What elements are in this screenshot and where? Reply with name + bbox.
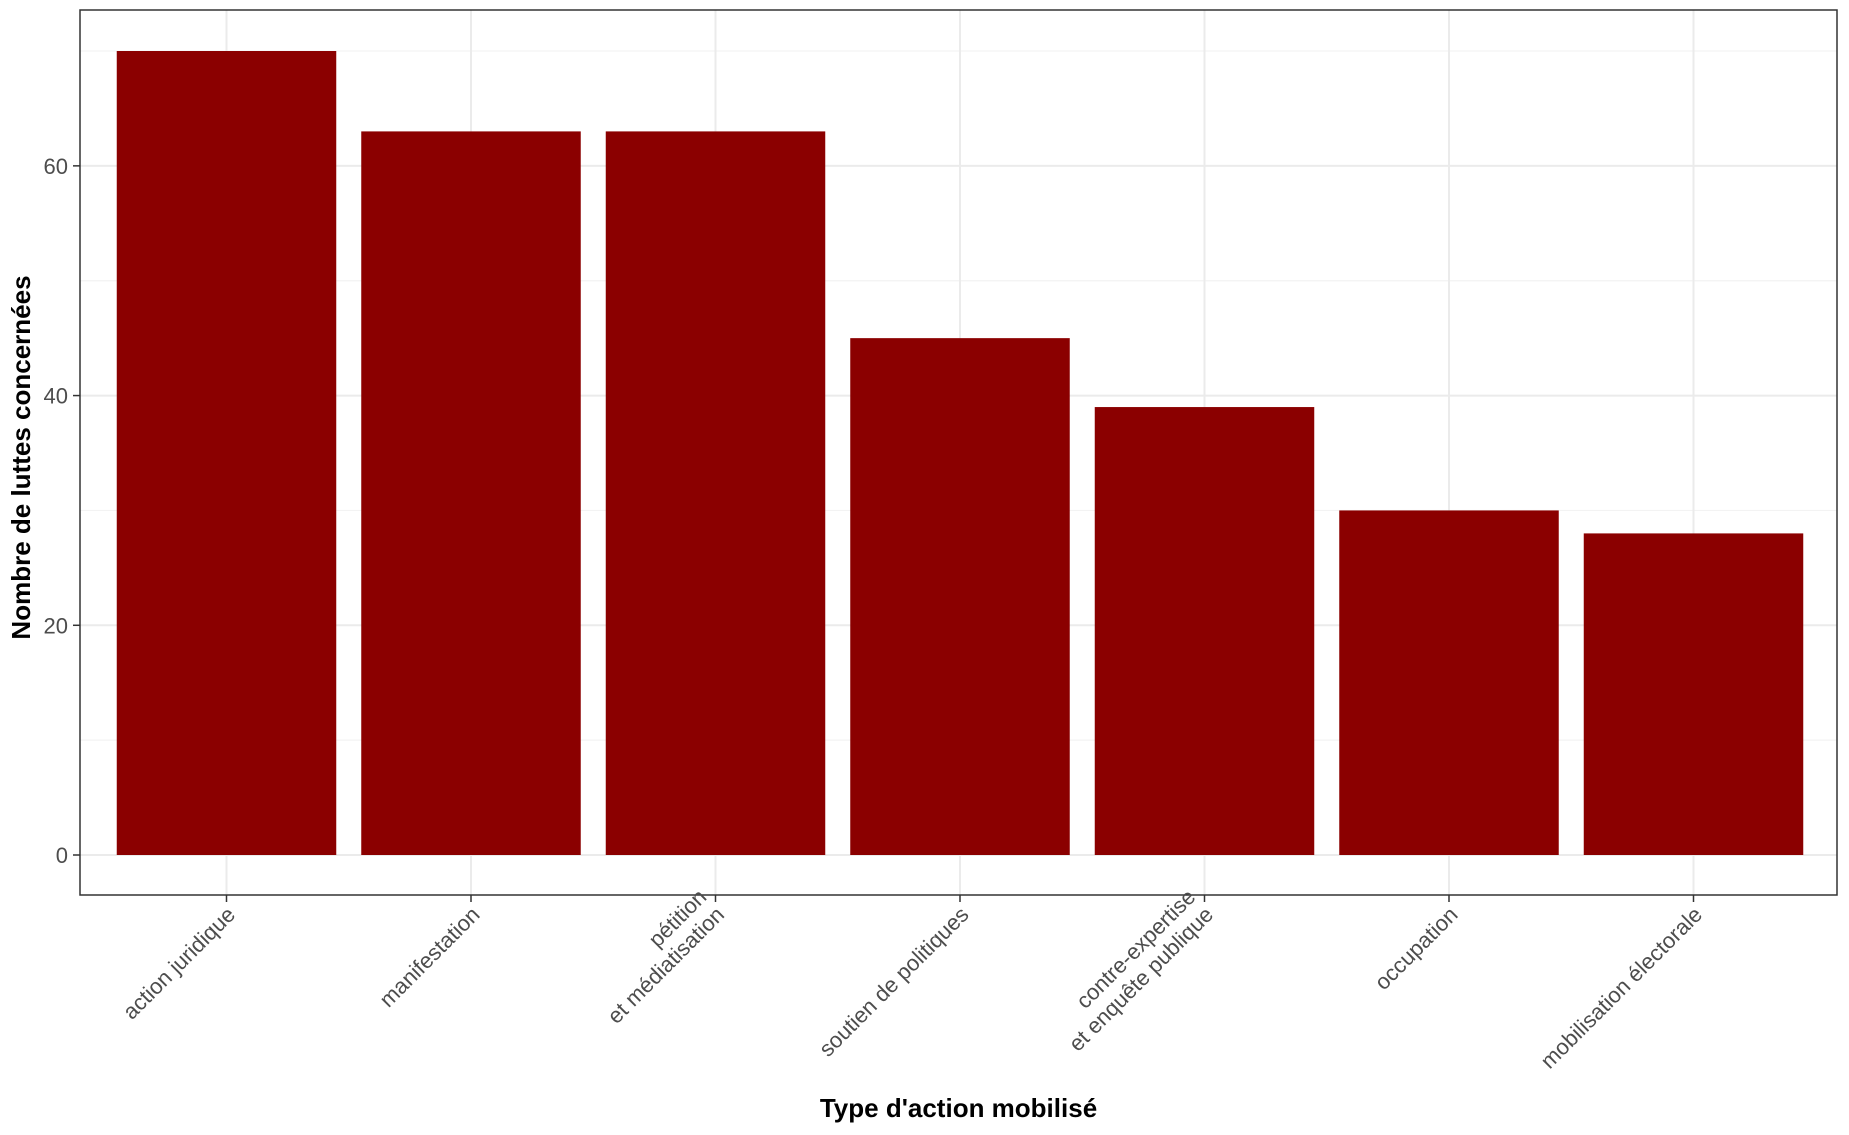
y-tick-label: 40 [44, 384, 68, 409]
panel-border [79, 9, 1838, 896]
y-axis-title: Nombre de luttes concernées [6, 275, 36, 639]
bar [850, 338, 1070, 856]
y-tick-label: 20 [44, 613, 68, 638]
y-tick-label: 0 [56, 843, 68, 868]
bars [116, 51, 1804, 856]
bar [1094, 407, 1315, 855]
bar [116, 51, 337, 855]
x-axis-title: Type d'action mobilisé [820, 1093, 1097, 1123]
bar [1583, 533, 1804, 855]
bar [1339, 510, 1559, 855]
bar [605, 131, 826, 855]
y-axis: 0 20 40 60 [44, 154, 80, 868]
y-tick-label: 60 [44, 154, 68, 179]
bar [361, 131, 581, 855]
